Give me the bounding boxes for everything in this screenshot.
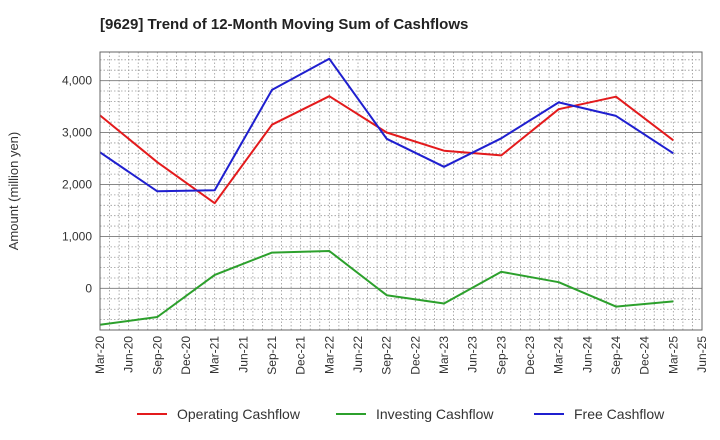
y-tick-label: 0 (85, 281, 92, 295)
x-tick-label: Jun-24 (580, 336, 594, 373)
x-tick-label: Sep-20 (150, 336, 164, 375)
legend-label: Free Cashflow (574, 406, 665, 422)
y-tick-labels: 0 1,000 2,000 3,000 4,000 (62, 74, 92, 296)
x-tick-label: Jun-20 (122, 336, 136, 373)
x-tick-label: Dec-20 (179, 336, 193, 375)
y-tick-label: 3,000 (62, 126, 92, 140)
plot-frame (99, 51, 703, 331)
grid-lines (100, 52, 702, 331)
x-tick-labels: Mar-20 Jun-20 Sep-20 Dec-20 Mar-21 Jun-21 Sep-… (93, 336, 709, 375)
x-tick-label: Sep-23 (494, 336, 508, 375)
x-tick-label: Dec-23 (523, 336, 537, 375)
x-tick-label: Jun-21 (236, 336, 250, 373)
legend: Operating Cashflow Investing Cashflow Free… (137, 406, 665, 422)
x-tick-label: Mar-24 (552, 336, 566, 374)
series-line (99, 250, 674, 326)
x-tick-label: Mar-21 (208, 336, 222, 374)
x-tick-label: Mar-23 (437, 336, 451, 374)
x-tick-label: Sep-24 (609, 336, 623, 375)
x-tick-label: Jun-25 (695, 336, 709, 373)
chart-title: [9629] Trend of 12-Month Moving Sum of C… (100, 16, 469, 33)
y-axis-title: Amount (million yen) (6, 132, 21, 251)
x-tick-label: Dec-24 (638, 336, 652, 375)
legend-label: Investing Cashflow (376, 406, 494, 422)
x-tick-label: Mar-22 (322, 336, 336, 374)
x-tick-label: Mar-25 (666, 336, 680, 374)
x-tick-label: Dec-22 (408, 336, 422, 375)
x-tick-label: Jun-22 (351, 336, 365, 373)
x-tick-label: Sep-22 (380, 336, 394, 375)
series-line (99, 95, 674, 205)
y-tick-label: 2,000 (62, 178, 92, 192)
x-tick-label: Sep-21 (265, 336, 279, 375)
x-tick-label: Mar-20 (93, 336, 107, 374)
y-tick-label: 4,000 (62, 74, 92, 88)
y-tick-label: 1,000 (62, 229, 92, 243)
series-line (99, 57, 674, 193)
series-lines (99, 57, 674, 326)
x-tick-label: Dec-21 (294, 336, 308, 375)
x-tick-label: Jun-23 (466, 336, 480, 373)
legend-label: Operating Cashflow (177, 406, 301, 422)
